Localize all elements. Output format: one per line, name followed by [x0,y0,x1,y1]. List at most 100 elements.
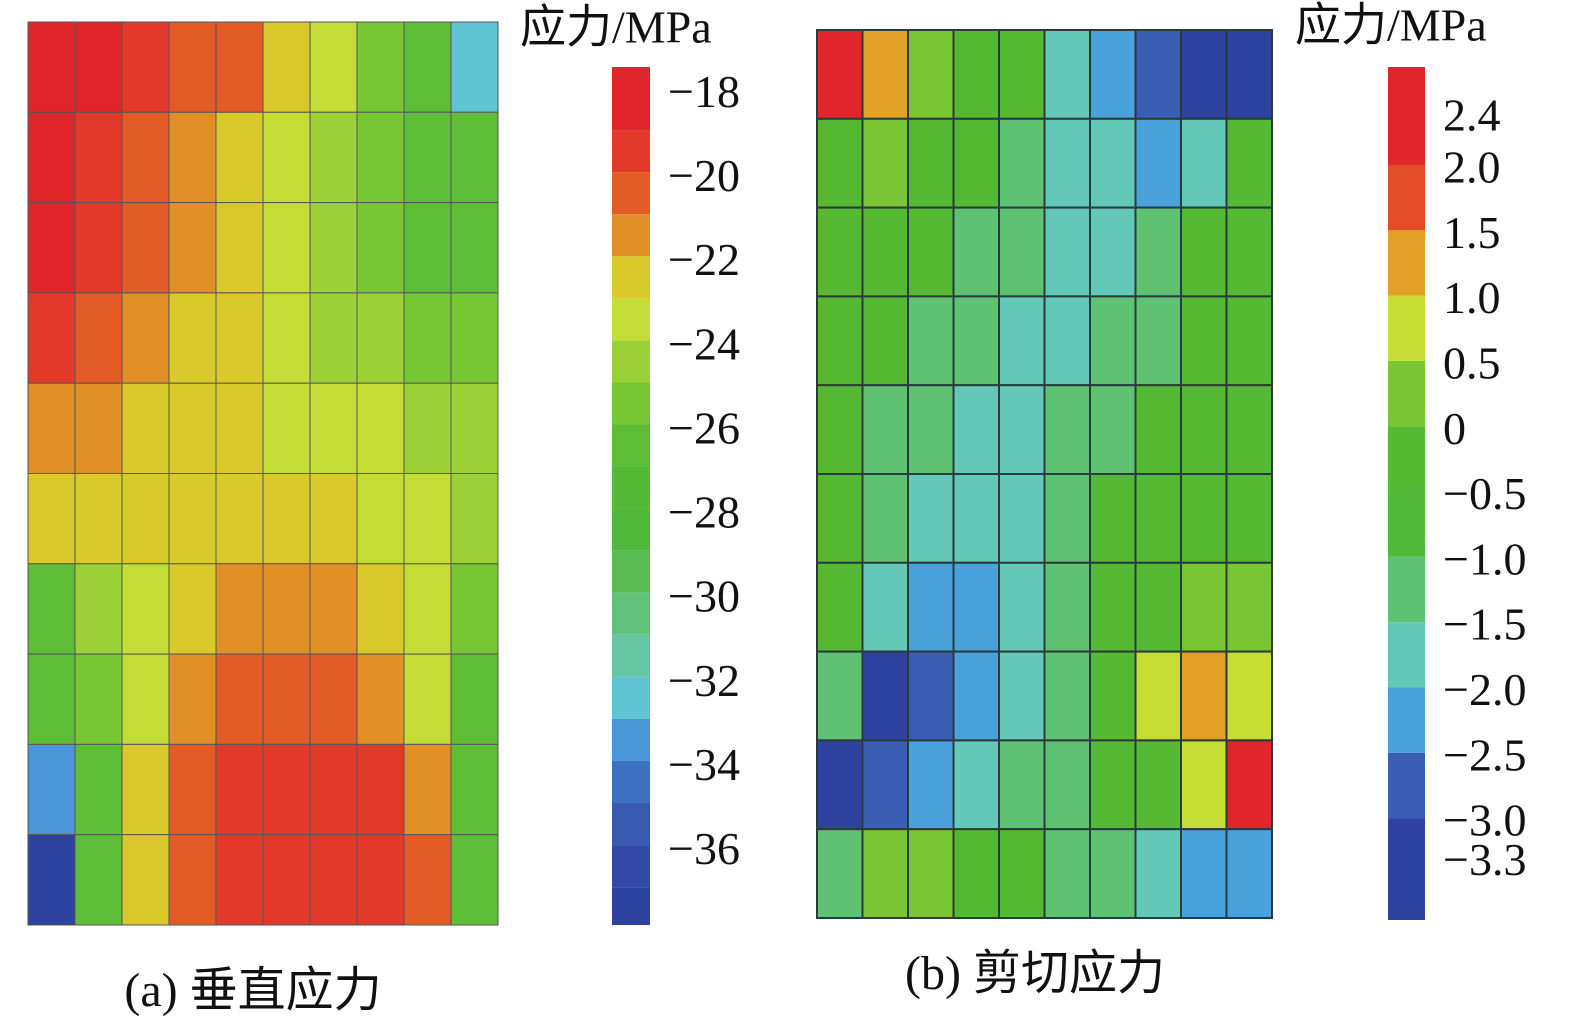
heatmap-cell [262,563,311,655]
heatmap-cell [816,473,864,564]
heatmap-cell [1043,828,1091,920]
heatmap-cell [1180,384,1228,476]
colorbar-band [612,424,650,467]
colorbar-tick-label: 2.4 [1443,89,1501,140]
heatmap-cell [121,21,170,113]
colorbar-title: 应力/MPa [520,2,712,53]
heatmap-cell [1134,828,1182,920]
heatmap-cell [403,292,452,384]
heatmap-cell [952,561,1000,653]
colorbar-band [1388,164,1425,231]
heatmap-cell [168,382,217,475]
colorbar-band [1388,67,1425,165]
heatmap-cell [1134,29,1182,120]
heatmap-cell [1180,29,1228,120]
heatmap-cell [215,21,264,113]
heatmap-cell [121,292,170,384]
heatmap-cell [215,292,264,384]
heatmap-cell [998,384,1046,476]
heatmap-cell [952,206,1000,298]
heatmap-cell [356,21,405,113]
heatmap-cell [403,202,452,294]
colorbar-tick-label: −18 [668,66,740,117]
heatmap-cell [74,473,123,565]
heatmap-cell [168,653,217,745]
heatmap-cell [168,111,217,204]
heatmap-cell [1180,739,1228,831]
colorbar-tick-label: −22 [668,234,740,285]
heatmap-cell [1089,561,1137,653]
heatmap-cell [1180,295,1228,387]
heatmap-cell [74,382,123,475]
heatmap-cell [1043,29,1091,120]
heatmap-cell [450,21,499,113]
heatmap-cell [816,29,864,120]
heatmap-cell [356,473,405,565]
heatmap-cell [1225,206,1273,298]
colorbar-band [612,214,650,257]
heatmap-cell [1180,650,1228,742]
colorbar-band [1388,360,1425,427]
caption: (b) 剪切应力 [905,947,1165,1000]
heatmap-cell [27,382,76,475]
heatmap-cell [27,292,76,384]
heatmap-cell [262,473,311,565]
heatmap-cell [215,653,264,745]
heatmap-cell [356,382,405,475]
colorbar-tick-label: 2.0 [1443,142,1501,193]
heatmap-cell [816,206,864,298]
heatmap-cell [74,563,123,655]
heatmap-cell [1089,384,1137,476]
heatmap-cell [1225,117,1273,209]
heatmap-cell [121,653,170,745]
colorbar-tick-label: 1.5 [1443,207,1501,258]
heatmap-cell [309,21,358,113]
heatmap-cell [450,743,499,836]
heatmap-cell [861,384,909,476]
heatmap-cell [403,743,452,836]
heatmap-cell [952,384,1000,476]
heatmap-cell [1089,650,1137,742]
colorbar-band [1388,295,1425,361]
heatmap-cell [1180,828,1228,920]
colorbar-tick-label: −2.0 [1443,664,1526,715]
heatmap-cell [998,561,1046,653]
heatmap-cell [816,561,864,653]
heatmap-cell [952,739,1000,831]
heatmap-cell [907,828,955,920]
heatmap-cell [356,653,405,745]
colorbar-tick-label: −2.5 [1443,729,1526,780]
colorbar-band [1388,622,1425,688]
heatmap-cell [262,382,311,475]
colorbar-tick-label: −28 [668,487,740,538]
heatmap-cell [403,21,452,113]
heatmap-cell [907,384,955,476]
heatmap-cell [816,384,864,476]
colorbar-band [1388,230,1425,296]
heatmap-cell [952,117,1000,209]
heatmap-cell [1225,295,1273,387]
heatmap-cell [1089,739,1137,831]
heatmap-cell [262,111,311,204]
heatmap-cell [816,117,864,209]
heatmap-cell [907,206,955,298]
colorbar-band [1388,556,1425,623]
heatmap-cell [262,743,311,836]
heatmap-cell [1089,117,1137,209]
heatmap-cell [1225,384,1273,476]
colorbar-tick-label: −3.3 [1443,834,1526,885]
colorbar-band [612,676,650,719]
heatmap-cell [1180,561,1228,653]
heatmap-cell [1043,384,1091,476]
colorbar-title: 应力/MPa [1295,0,1487,51]
heatmap-cell [403,473,452,565]
heatmap-cell [1134,561,1182,653]
heatmap-cell [309,202,358,294]
heatmap-cell [1225,473,1273,564]
heatmap-cell [998,117,1046,209]
heatmap-cell [309,563,358,655]
colorbar-band [1388,491,1425,557]
heatmap-cell [215,382,264,475]
heatmap-cell [1134,206,1182,298]
heatmap-cell [450,653,499,745]
